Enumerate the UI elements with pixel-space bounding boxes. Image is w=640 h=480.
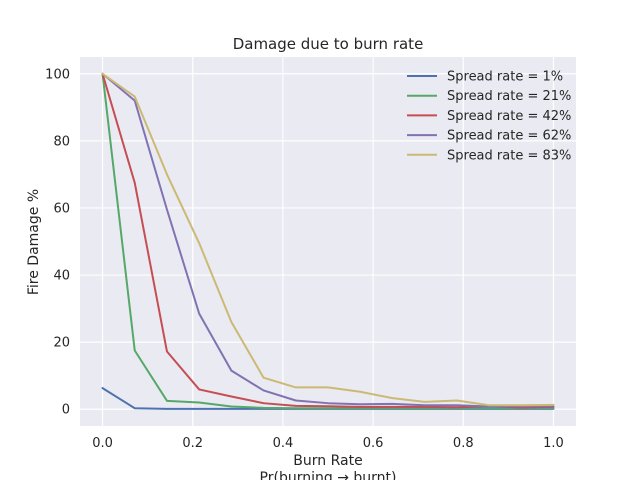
y-tick-label: 0 xyxy=(62,403,70,418)
y-tick-label: 20 xyxy=(53,336,70,351)
legend: Spread rate = 1% Spread rate = 21% Spread … xyxy=(407,70,571,163)
series-lines xyxy=(101,72,555,410)
legend-label: Spread rate = 42% xyxy=(447,109,571,124)
x-axis-label: Burn Rate xyxy=(293,453,362,469)
series-line-2 xyxy=(101,72,555,410)
x-tick-label: 0.6 xyxy=(363,436,384,451)
y-axis-label: Fire Damage % xyxy=(26,189,42,295)
series-line-4 xyxy=(101,72,555,408)
x-tick-label: 0.2 xyxy=(182,436,203,451)
grid-lines xyxy=(80,57,576,426)
legend-label: Spread rate = 62% xyxy=(447,129,571,144)
x-tick-label: 0.4 xyxy=(273,436,294,451)
y-tick-label: 60 xyxy=(53,201,70,216)
y-tick-label: 80 xyxy=(53,134,70,149)
x-tick-label: 0.8 xyxy=(453,436,474,451)
y-tick-labels: 0 20 40 60 80 100 xyxy=(45,67,70,417)
x-tick-label: 1.0 xyxy=(543,436,564,451)
y-tick-label: 40 xyxy=(53,269,70,284)
series-line-5 xyxy=(101,72,555,407)
y-tick-label: 100 xyxy=(45,67,70,82)
plot-background xyxy=(80,57,576,426)
x-tick-label: 0.0 xyxy=(92,436,113,451)
legend-label: Spread rate = 1% xyxy=(447,70,563,85)
legend-label: Spread rate = 21% xyxy=(447,89,571,104)
legend-label: Spread rate = 83% xyxy=(447,148,571,163)
x-tick-labels: 0.0 0.2 0.4 0.6 0.8 1.0 xyxy=(92,436,564,451)
chart-title: Damage due to burn rate xyxy=(233,35,424,53)
x-axis-sublabel: Pr(burning → burnt) xyxy=(260,470,397,480)
